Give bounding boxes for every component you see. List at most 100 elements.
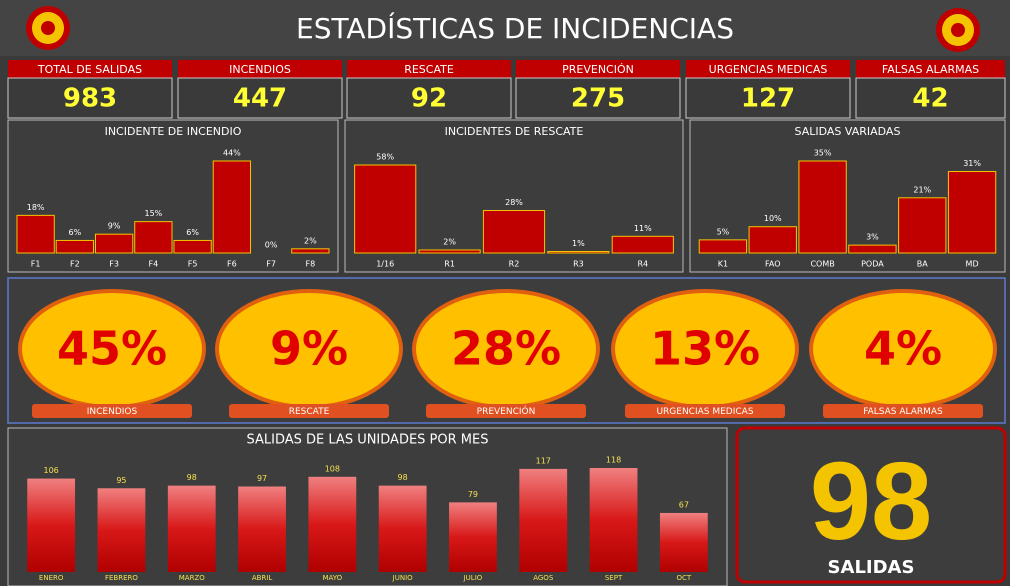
total-label: SALIDAS bbox=[828, 557, 915, 578]
x-tick-label: SEPT bbox=[605, 574, 623, 582]
x-tick-label: MAYO bbox=[323, 574, 343, 582]
data-label: 6% bbox=[186, 228, 199, 237]
percent-value: 9% bbox=[270, 322, 348, 376]
x-tick-label: 1/16 bbox=[376, 260, 394, 269]
data-label: 15% bbox=[144, 209, 162, 218]
bar bbox=[898, 197, 947, 254]
data-label: 95 bbox=[116, 476, 126, 485]
kpi-label-band bbox=[347, 60, 511, 78]
kpi-label: PREVENCIÓN bbox=[562, 63, 634, 76]
x-tick-label: JULIO bbox=[463, 574, 483, 582]
bar bbox=[519, 468, 568, 572]
kpi-box bbox=[855, 77, 1006, 119]
bar bbox=[27, 478, 76, 572]
data-label: 10% bbox=[764, 214, 782, 223]
x-tick-label: R2 bbox=[509, 260, 520, 269]
percent-label: URGENCIAS MEDICAS bbox=[656, 407, 753, 417]
data-label: 97 bbox=[257, 474, 267, 483]
kpi-value: 92 bbox=[411, 84, 447, 114]
kpi-label: RESCATE bbox=[404, 63, 454, 76]
bar bbox=[418, 249, 481, 254]
data-label: 35% bbox=[814, 149, 832, 158]
kpi-label: FALSAS ALARMAS bbox=[882, 63, 979, 76]
kpi-value: 983 bbox=[63, 84, 117, 114]
percent-value: 28% bbox=[451, 322, 561, 376]
x-tick-label: F6 bbox=[227, 260, 237, 269]
kpi-label: TOTAL DE SALIDAS bbox=[37, 63, 142, 76]
kpi-box bbox=[177, 77, 343, 119]
percent-pill bbox=[625, 404, 785, 418]
x-tick-label: AGOS bbox=[533, 574, 554, 582]
kpi-label-band bbox=[516, 60, 680, 78]
data-label: 58% bbox=[376, 153, 394, 162]
chart-title: INCIDENTES DE RESCATE bbox=[445, 125, 584, 138]
bar bbox=[94, 233, 134, 254]
data-label: 18% bbox=[27, 203, 45, 212]
bar bbox=[212, 160, 252, 254]
data-label: 98 bbox=[187, 473, 197, 482]
kpi-label-band bbox=[856, 60, 1005, 78]
bar bbox=[173, 239, 212, 254]
data-label: 31% bbox=[963, 159, 981, 168]
chart-title: INCIDENTE DE INCENDIO bbox=[105, 125, 242, 138]
data-label: 28% bbox=[505, 198, 523, 207]
percent-pill bbox=[32, 404, 192, 418]
logo-right bbox=[936, 8, 980, 52]
x-tick-label: ABRIL bbox=[252, 574, 273, 582]
bar bbox=[482, 210, 546, 254]
header-bar bbox=[0, 0, 1010, 56]
x-tick-label: COMB bbox=[810, 260, 834, 269]
kpi-value: 127 bbox=[741, 84, 795, 114]
total-panel bbox=[735, 426, 1007, 584]
kpi-value: 42 bbox=[912, 84, 948, 114]
data-label: 11% bbox=[634, 224, 652, 233]
chart-title: SALIDAS DE LAS UNIDADES POR MES bbox=[247, 433, 489, 448]
percent-pill bbox=[426, 404, 586, 418]
kpi-box bbox=[346, 77, 512, 119]
percent-pill bbox=[229, 404, 389, 418]
data-label: 5% bbox=[717, 227, 730, 236]
kpi-label-band bbox=[8, 60, 172, 78]
data-label: 1% bbox=[572, 239, 585, 248]
x-tick-label: F1 bbox=[31, 260, 41, 269]
x-tick-label: R1 bbox=[444, 260, 455, 269]
kpi-label: URGENCIAS MEDICAS bbox=[709, 63, 828, 76]
kpi-label-band bbox=[686, 60, 850, 78]
bar bbox=[659, 512, 708, 572]
kpi-value: 275 bbox=[571, 84, 625, 114]
x-tick-label: F8 bbox=[306, 260, 316, 269]
bar bbox=[611, 235, 674, 254]
percent-label: INCENDIOS bbox=[87, 407, 138, 417]
data-label: 2% bbox=[443, 237, 456, 246]
bar bbox=[798, 160, 847, 254]
data-label: 117 bbox=[536, 456, 551, 465]
data-label: 0% bbox=[265, 241, 278, 250]
bar bbox=[589, 468, 638, 572]
total-value: 98 bbox=[810, 440, 932, 563]
bar bbox=[238, 486, 286, 572]
x-tick-label: K1 bbox=[718, 260, 728, 269]
x-tick-label: BA bbox=[917, 260, 928, 269]
bar bbox=[449, 502, 497, 572]
x-tick-label: F3 bbox=[109, 260, 119, 269]
x-tick-label: R4 bbox=[637, 260, 648, 269]
x-tick-label: JUNIO bbox=[392, 574, 413, 582]
bar bbox=[134, 221, 173, 254]
bar bbox=[848, 244, 897, 254]
kpi-label-band bbox=[178, 60, 342, 78]
x-tick-label: FAO bbox=[765, 260, 781, 269]
percent-label: FALSAS ALARMAS bbox=[863, 407, 943, 417]
kpi-value: 447 bbox=[233, 84, 287, 114]
data-label: 6% bbox=[69, 228, 82, 237]
bar bbox=[748, 226, 797, 254]
bar bbox=[291, 248, 330, 254]
logo-left bbox=[26, 6, 70, 50]
x-tick-label: F5 bbox=[188, 260, 198, 269]
bar bbox=[308, 476, 357, 572]
data-label: 3% bbox=[866, 233, 879, 242]
bar bbox=[698, 239, 748, 254]
bar bbox=[167, 485, 216, 572]
data-label: 106 bbox=[44, 466, 59, 475]
